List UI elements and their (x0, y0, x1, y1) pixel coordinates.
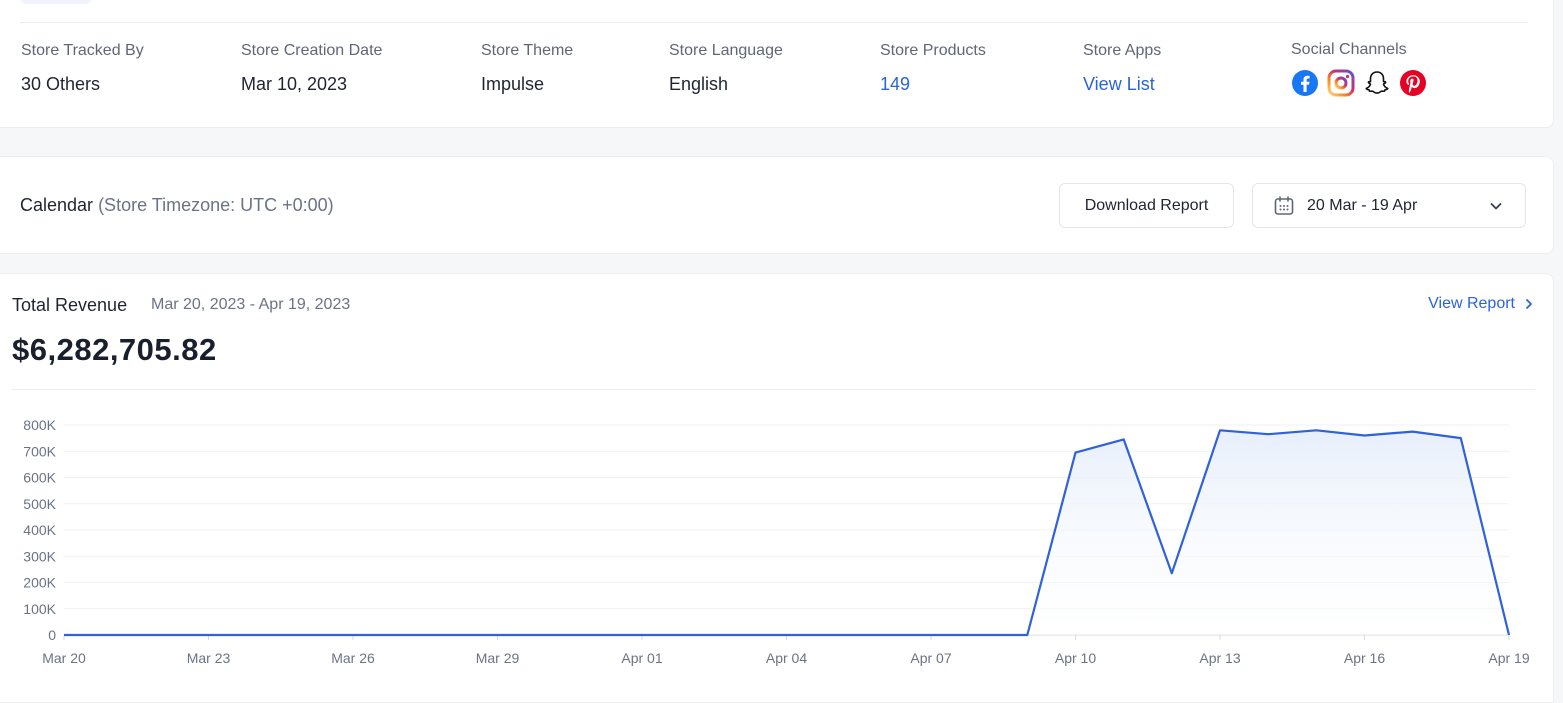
stat-theme: Store Theme Impulse (481, 42, 573, 95)
download-report-button[interactable]: Download Report (1059, 183, 1234, 228)
stat-value: English (669, 74, 729, 94)
view-report-label: View Report (1428, 295, 1515, 312)
facebook-icon[interactable] (1291, 69, 1319, 97)
snapchat-icon[interactable] (1363, 69, 1391, 97)
pinterest-icon[interactable] (1399, 69, 1427, 97)
view-report-link[interactable]: View Report (1428, 295, 1533, 313)
x-tick-label: Apr 19 (1488, 650, 1529, 666)
stat-label: Store Theme (481, 42, 574, 59)
stat-products: Store Products 149 (880, 42, 986, 95)
stat-label: Store Tracked By (21, 42, 144, 59)
divider (12, 389, 1535, 390)
stat-label: Store Creation Date (241, 42, 383, 59)
series-line[interactable] (64, 429, 1511, 637)
y-tick-label: 200K (23, 575, 56, 591)
stat-apps: Store Apps View List (1083, 42, 1161, 95)
y-tick-label: 500K (23, 496, 56, 512)
chevron-right-icon (1526, 299, 1532, 309)
revenue-date-range: Mar 20, 2023 - Apr 19, 2023 (151, 296, 351, 313)
stat-value: 30 Others (21, 74, 101, 94)
download-report-label: Download Report (1084, 196, 1209, 214)
instagram-icon[interactable] (1327, 69, 1355, 97)
calendar-card: Calendar (Store Timezone: UTC +0:00) Dow… (0, 156, 1554, 254)
date-range-value: 20 Mar - 19 Apr (1307, 196, 1418, 214)
stat-label: Social Channels (1291, 41, 1407, 58)
products-link[interactable]: 149 (880, 74, 911, 94)
stat-value: Impulse (481, 74, 545, 94)
store-timezone: (Store Timezone: UTC +0:00) (98, 195, 334, 215)
x-tick-label: Mar 20 (42, 650, 86, 666)
tab-indicator[interactable] (20, 0, 92, 4)
y-tick-label: 700K (23, 443, 56, 459)
x-tick-label: Mar 26 (331, 650, 375, 666)
stat-social-channels: Social Channels (1291, 41, 1427, 97)
series-area (64, 430, 1509, 635)
x-tick-label: Mar 23 (187, 650, 231, 666)
x-tick-label: Mar 29 (476, 650, 520, 666)
date-range-picker[interactable]: 20 Mar - 19 Apr (1252, 183, 1526, 228)
calendar-icon (1274, 195, 1294, 215)
stat-tracked-by: Store Tracked By 30 Others (21, 42, 144, 95)
chevron-down-icon (1490, 203, 1502, 210)
stat-label: Store Language (669, 42, 783, 59)
stat-label: Store Products (880, 42, 986, 59)
store-info-card: Store Tracked By 30 Others Store Creatio… (0, 0, 1554, 128)
social-icons (1291, 69, 1427, 97)
chart-series (64, 429, 1511, 637)
y-tick-label: 600K (23, 470, 56, 486)
stat-language: Store Language English (669, 42, 783, 95)
revenue-title: Total Revenue (12, 295, 128, 315)
y-tick-label: 400K (23, 522, 56, 538)
x-tick-label: Apr 16 (1344, 650, 1385, 666)
y-tick-label: 100K (23, 601, 56, 617)
y-tick-label: 300K (23, 548, 56, 564)
revenue-chart: 0 100K 200K 300K 400K 500K 600K 700K 800K Mar 20… (23, 417, 1530, 666)
stat-creation-date: Store Creation Date Mar 10, 2023 (241, 42, 382, 95)
x-axis: Mar 20 Mar 23 Mar 26 Mar 29 Apr 01 Apr 04 Apr … (42, 635, 1530, 666)
calendar-heading: Calendar (Store Timezone: UTC +0:00) (20, 195, 334, 216)
x-tick-label: Apr 10 (1055, 650, 1096, 666)
calendar-title: Calendar (20, 195, 94, 215)
apps-view-list-link[interactable]: View List (1083, 74, 1155, 94)
stat-value: Mar 10, 2023 (241, 74, 348, 94)
stat-label: Store Apps (1083, 42, 1162, 59)
x-tick-label: Apr 13 (1199, 650, 1240, 666)
y-tick-label: 800K (23, 417, 56, 433)
divider (20, 22, 1527, 23)
x-tick-label: Apr 04 (766, 650, 807, 666)
x-tick-label: Apr 01 (621, 650, 662, 666)
y-tick-label: 0 (48, 627, 56, 643)
y-axis: 0 100K 200K 300K 400K 500K 600K 700K 800K (23, 417, 56, 643)
revenue-total: $6,282,705.82 (12, 332, 217, 367)
x-tick-label: Apr 07 (910, 650, 951, 666)
